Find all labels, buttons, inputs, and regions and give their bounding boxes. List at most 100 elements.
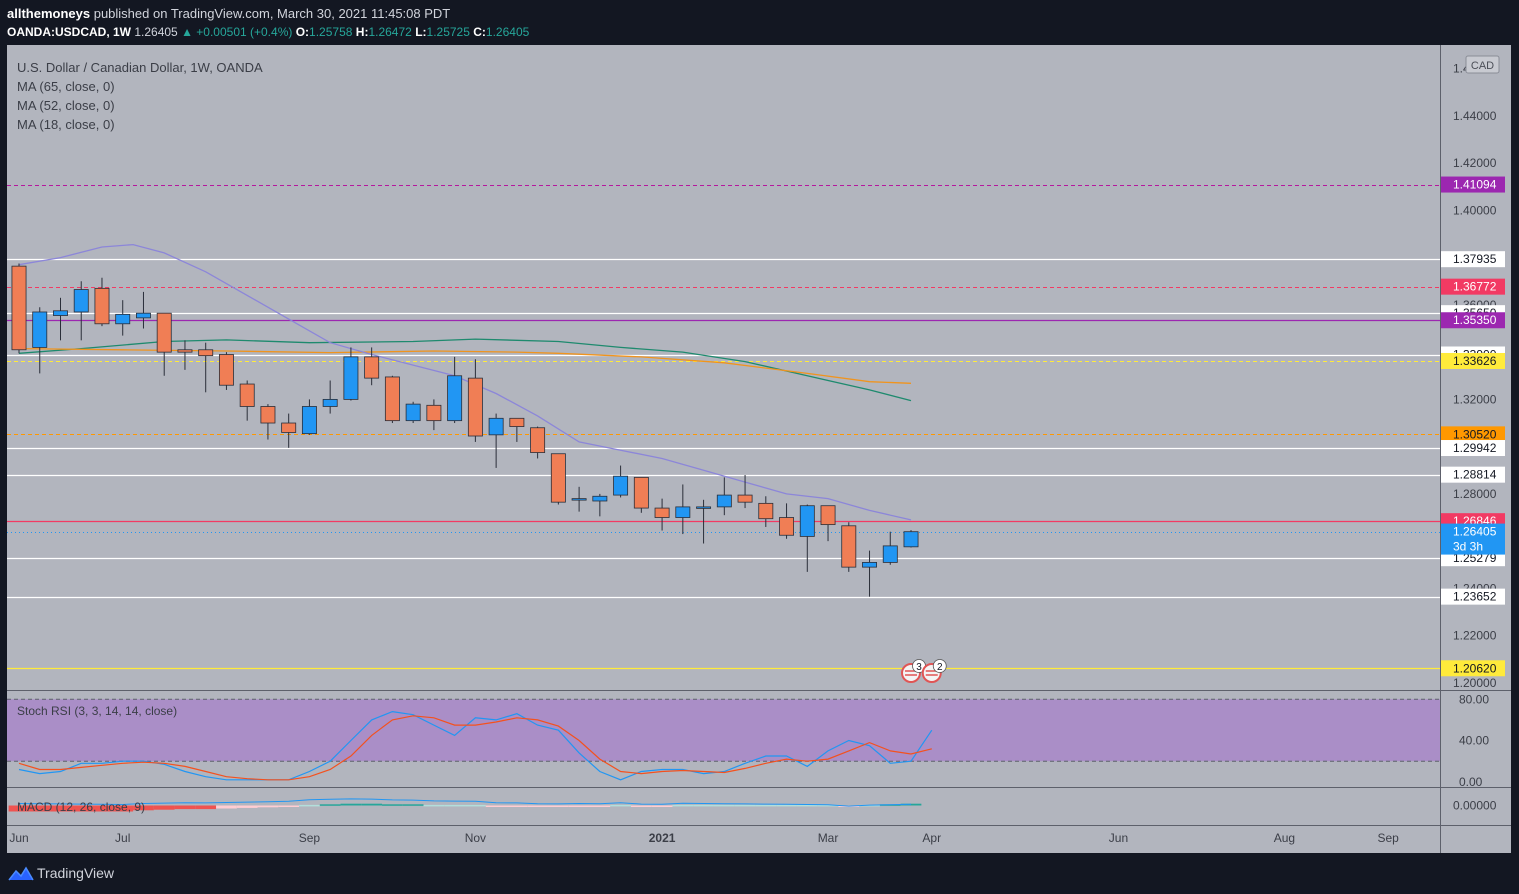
candlesticks <box>11 263 919 597</box>
candle-body <box>384 376 400 422</box>
stoch-tick-label: 40.00 <box>1459 734 1489 748</box>
candle-body <box>322 398 338 407</box>
candle-body <box>862 562 877 568</box>
candle-body <box>281 422 297 433</box>
macd-bar <box>444 804 466 807</box>
candle-body <box>509 417 525 427</box>
ma-line-ma65 <box>18 338 912 402</box>
macd-bar <box>423 804 445 807</box>
high-label: H: <box>355 25 369 39</box>
macd-bar <box>91 805 113 812</box>
time-tick-label: Sep <box>299 831 321 845</box>
macd-tick-label: 0.00000 <box>1453 799 1497 813</box>
macd-bar <box>485 805 507 807</box>
price-tick-label: 1.42000 <box>1453 156 1497 170</box>
last-price-label: 1.26405 <box>1453 525 1497 539</box>
macd-bar <box>672 804 694 807</box>
candle-body <box>841 525 857 568</box>
macd-bar <box>340 803 362 806</box>
legend-title: U.S. Dollar / Canadian Dollar, 1W, OANDA <box>17 60 263 75</box>
time-tick-label: Jul <box>115 831 130 845</box>
macd-bar <box>236 805 258 808</box>
candle-body <box>675 506 691 518</box>
candle-body <box>696 506 712 509</box>
currency-label: CAD <box>1471 60 1494 72</box>
macd-axis-ticks: 0.00000 <box>1453 799 1497 813</box>
level-badge-label: 1.28814 <box>1453 468 1497 482</box>
macd-legend[interactable]: MACD (12, 26, close, 9) <box>17 800 145 814</box>
candle-body <box>571 498 587 501</box>
macd-bar <box>547 805 569 807</box>
chart-svg[interactable]: 1.200001.220001.240001.260001.280001.300… <box>7 45 1511 853</box>
level-badge-label: 1.20620 <box>1453 661 1497 675</box>
macd-bar <box>174 805 196 810</box>
time-tick-label: Mar <box>818 831 839 845</box>
legend-ma18[interactable]: MA (18, close, 0) <box>17 117 115 132</box>
macd-bar <box>257 805 279 808</box>
legend-ma65[interactable]: MA (65, close, 0) <box>17 79 115 94</box>
level-badge <box>1441 312 1505 329</box>
stoch-legend[interactable]: Stoch RSI (3, 3, 14, 14, close) <box>17 704 177 718</box>
brand-name[interactable]: TradingView <box>37 865 115 881</box>
level-badge-label: 1.41094 <box>1453 178 1497 192</box>
macd-bar <box>299 804 320 807</box>
macd-bar <box>859 804 880 807</box>
high-value: 1.26472 <box>368 25 412 39</box>
candle-body <box>467 377 483 437</box>
candle-body <box>716 494 732 508</box>
candle-body <box>53 310 68 316</box>
macd-line <box>18 798 912 807</box>
candle-body <box>32 311 48 348</box>
candle-body <box>177 349 193 353</box>
currency-badge[interactable] <box>1465 55 1500 74</box>
stoch-line-k <box>18 710 933 781</box>
price-pane[interactable] <box>7 45 1440 690</box>
macd-bar <box>112 805 134 812</box>
level-badge-label: 1.25279 <box>1453 551 1497 565</box>
stoch-axis[interactable] <box>1440 691 1511 787</box>
time-tick-label: Nov <box>465 831 486 845</box>
candle-body <box>94 287 110 325</box>
price-tick-label: 1.40000 <box>1453 203 1497 217</box>
macd-bar <box>70 805 92 812</box>
author-name[interactable]: allthemoneys <box>7 6 91 21</box>
level-badge-label: 1.36772 <box>1453 280 1497 294</box>
macd-bar <box>29 805 51 812</box>
macd-bar <box>651 805 673 807</box>
candle-body <box>592 495 608 502</box>
price-tick-label: 1.20000 <box>1453 676 1497 690</box>
macd-bar <box>465 804 486 807</box>
macd-bar <box>755 804 777 807</box>
macd-bar <box>319 804 341 806</box>
legend-ma52[interactable]: MA (52, close, 0) <box>17 98 115 113</box>
candle-body <box>115 313 131 325</box>
level-badge <box>1441 440 1505 457</box>
candle-body <box>11 265 27 351</box>
candle-body <box>758 502 774 520</box>
candle-body <box>239 383 255 407</box>
macd-bar <box>568 805 590 807</box>
chart-area[interactable]: 1.200001.220001.240001.260001.280001.300… <box>7 45 1511 853</box>
candle-body <box>301 406 317 435</box>
price-tick-label: 1.28000 <box>1453 487 1497 501</box>
tradingview-logo-icon[interactable] <box>8 865 34 883</box>
time-tick-label: Aug <box>1274 831 1295 845</box>
macd-bar <box>693 804 714 807</box>
level-badges: 1.410941.379351.367721.356501.353501.339… <box>1441 176 1505 677</box>
candle-body <box>530 427 546 453</box>
stoch-tick-label: 80.00 <box>1459 692 1489 706</box>
candle-body <box>882 545 898 563</box>
time-tick-label: 2021 <box>649 831 676 845</box>
footer-bar: TradingView <box>0 853 1519 894</box>
time-axis[interactable] <box>7 826 1511 853</box>
horizontal-levels <box>7 185 1440 670</box>
macd-axis[interactable] <box>1440 788 1511 825</box>
macd-bar <box>402 804 424 806</box>
candle-body <box>447 375 463 422</box>
low-label: L: <box>415 25 427 39</box>
stoch-axis-ticks: 80.00 40.00 0.00 <box>1459 692 1489 789</box>
macd-histogram <box>8 798 922 812</box>
candle-body <box>364 356 380 379</box>
time-tick-label: Apr <box>922 831 941 845</box>
